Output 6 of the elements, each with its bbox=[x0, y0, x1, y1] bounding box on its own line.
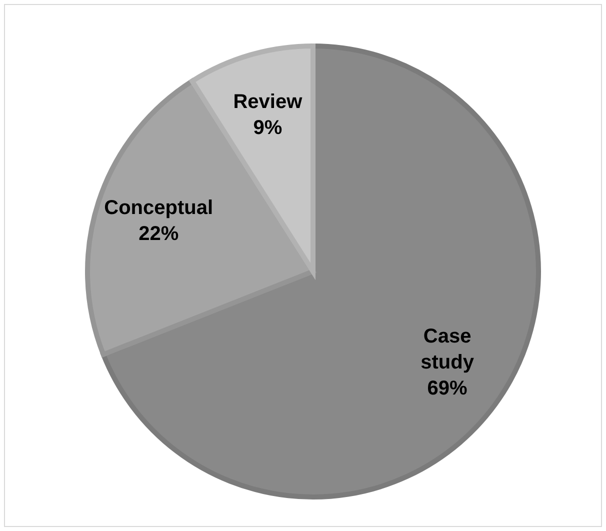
slice-label: Review bbox=[233, 91, 303, 114]
slice-label: Case study bbox=[420, 325, 475, 374]
data-label: 9% bbox=[253, 117, 282, 140]
slice-label: Conceptual bbox=[104, 196, 214, 219]
data-label: 69% bbox=[427, 377, 468, 400]
data-label: 22% bbox=[138, 222, 179, 245]
